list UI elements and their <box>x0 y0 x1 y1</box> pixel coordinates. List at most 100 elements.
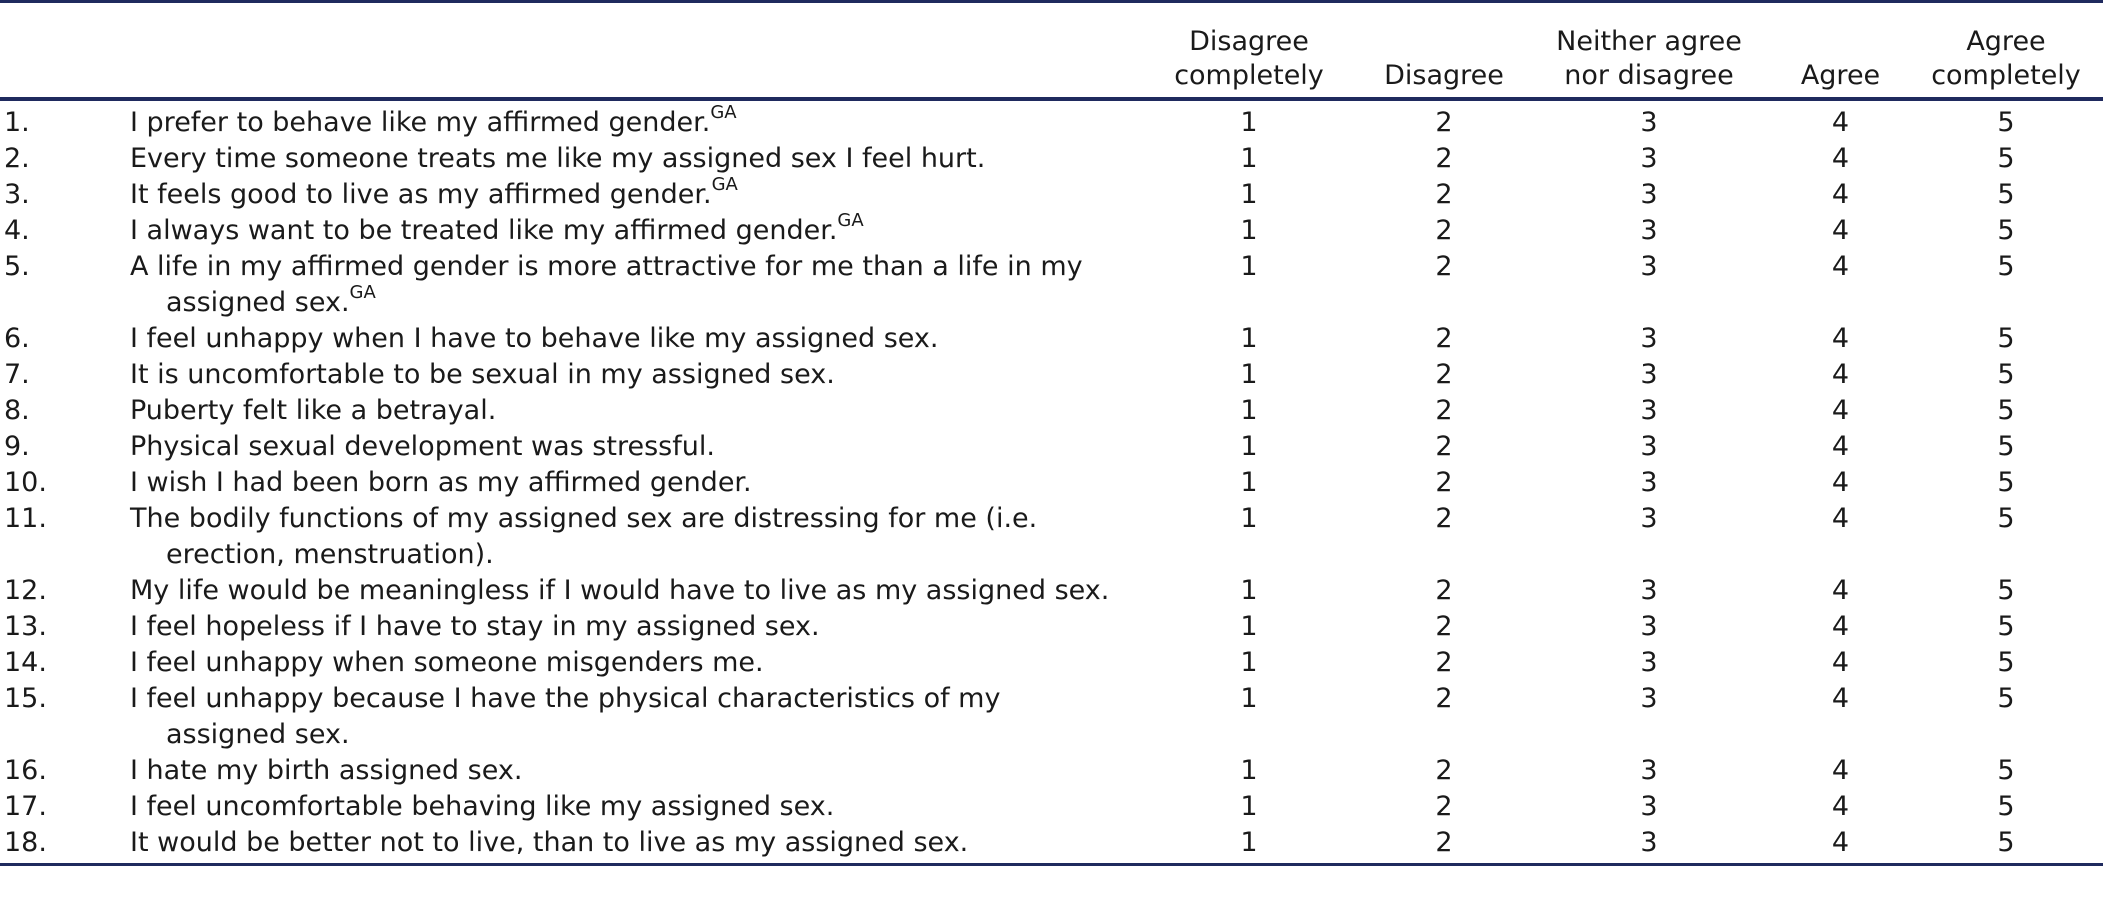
rating-disagree: 2 <box>1435 683 1453 714</box>
table-row: 9. Physical sexual development was stress… <box>0 429 2103 465</box>
rating-agree-completely: 5 <box>1997 683 2015 714</box>
item-statement: I prefer to behave like my affirmed gend… <box>130 99 1136 141</box>
rating-disagree-completely: 1 <box>1240 323 1258 354</box>
rating-neither: 3 <box>1640 791 1658 822</box>
item-statement: Puberty felt like a betrayal. <box>130 393 1136 429</box>
rating-disagree-completely: 1 <box>1240 827 1258 858</box>
item-text: Puberty felt like a betrayal. <box>130 395 497 426</box>
rating-agree: 4 <box>1831 143 1850 174</box>
rating-disagree: 2 <box>1435 647 1453 678</box>
table-row: 5. A life in my affirmed gender is more a… <box>0 249 2103 321</box>
table-row: 4. I always want to be treated like my af… <box>0 212 2103 249</box>
item-text: I prefer to behave like my affirmed gend… <box>130 107 711 138</box>
header-agree: Agree <box>1800 60 1881 91</box>
item-text: I feel unhappy when someone misgenders m… <box>130 647 764 678</box>
item-text: I feel hopeless if I have to stay in my … <box>130 611 820 642</box>
rating-neither: 3 <box>1640 251 1658 282</box>
item-text: The bodily functions of my assigned sex … <box>130 503 1038 534</box>
item-statement: It would be better not to live, than to … <box>130 825 1136 865</box>
item-statement: I feel hopeless if I have to stay in my … <box>130 609 1136 645</box>
rating-disagree-completely: 1 <box>1240 683 1258 714</box>
rating-neither: 3 <box>1640 107 1658 138</box>
rating-agree-completely: 5 <box>1997 467 2015 498</box>
rating-disagree: 2 <box>1435 359 1453 390</box>
rating-agree-completely: 5 <box>1997 755 2015 786</box>
rating-disagree-completely: 1 <box>1240 647 1258 678</box>
item-number: 10. <box>4 467 47 498</box>
rating-agree: 4 <box>1831 503 1850 534</box>
rating-disagree-completely: 1 <box>1240 179 1258 210</box>
item-number: 4. <box>4 215 30 246</box>
rating-agree: 4 <box>1831 179 1850 210</box>
table-row: 15. I feel unhappy because I have the phy… <box>0 681 2103 753</box>
header-agree-completely-line2: completely <box>1931 60 2081 91</box>
rating-disagree: 2 <box>1435 431 1453 462</box>
header-number <box>0 3 130 99</box>
header-disagree-completely: Disagree completely <box>1136 3 1362 99</box>
rating-agree: 4 <box>1831 395 1850 426</box>
rating-agree-completely: 5 <box>1997 611 2015 642</box>
item-number: 6. <box>4 323 30 354</box>
item-number: 1. <box>4 107 30 138</box>
item-statement: A life in my affirmed gender is more att… <box>130 249 1136 321</box>
rating-agree-completely: 5 <box>1997 791 2015 822</box>
table-row: 2. Every time someone treats me like my a… <box>0 141 2103 177</box>
rating-neither: 3 <box>1640 503 1658 534</box>
gender-affirmation-marker: GA <box>711 174 738 195</box>
item-text-continued: assigned sex. <box>130 717 1136 753</box>
rating-disagree: 2 <box>1435 467 1453 498</box>
rating-agree-completely: 5 <box>1997 503 2015 534</box>
rating-neither: 3 <box>1640 611 1658 642</box>
rating-disagree: 2 <box>1435 575 1453 606</box>
item-statement: I feel uncomfortable behaving like my as… <box>130 789 1136 825</box>
item-statement: I feel unhappy when I have to behave lik… <box>130 321 1136 357</box>
rating-disagree-completely: 1 <box>1240 431 1258 462</box>
rating-agree: 4 <box>1831 647 1850 678</box>
rating-agree-completely: 5 <box>1997 143 2015 174</box>
rating-disagree-completely: 1 <box>1240 791 1258 822</box>
rating-disagree: 2 <box>1435 611 1453 642</box>
item-statement: I hate my birth assigned sex. <box>130 753 1136 789</box>
rating-agree-completely: 5 <box>1997 359 2015 390</box>
item-text-continued-text: assigned sex. <box>166 287 350 318</box>
item-statement: Physical sexual development was stressfu… <box>130 429 1136 465</box>
item-text: Physical sexual development was stressfu… <box>130 431 715 462</box>
header-agree-completely-line1: Agree <box>1966 26 2046 57</box>
rating-neither: 3 <box>1640 215 1658 246</box>
item-number: 7. <box>4 359 30 390</box>
item-text: I feel uncomfortable behaving like my as… <box>130 791 835 822</box>
item-text: It would be better not to live, than to … <box>130 827 969 858</box>
rating-agree-completely: 5 <box>1997 323 2015 354</box>
table-row: 1. I prefer to behave like my affirmed ge… <box>0 99 2103 141</box>
item-number: 15. <box>4 683 47 714</box>
table-row: 10. I wish I had been born as my affirmed… <box>0 465 2103 501</box>
rating-disagree: 2 <box>1435 755 1453 786</box>
item-text: A life in my affirmed gender is more att… <box>130 251 1083 282</box>
rating-disagree-completely: 1 <box>1240 755 1258 786</box>
item-statement: It is uncomfortable to be sexual in my a… <box>130 357 1136 393</box>
rating-disagree: 2 <box>1435 791 1453 822</box>
header-disagree-completely-line2: completely <box>1174 60 1324 91</box>
header-agree-completely: Agree completely <box>1909 3 2103 99</box>
item-number: 11. <box>4 503 47 534</box>
rating-disagree: 2 <box>1435 323 1453 354</box>
rating-disagree: 2 <box>1435 143 1453 174</box>
rating-neither: 3 <box>1640 755 1658 786</box>
rating-disagree: 2 <box>1435 395 1453 426</box>
header-neither: Neither agree nor disagree <box>1526 3 1772 99</box>
table-row: 17. I feel uncomfortable behaving like my… <box>0 789 2103 825</box>
rating-neither: 3 <box>1640 827 1658 858</box>
table-row: 13. I feel hopeless if I have to stay in … <box>0 609 2103 645</box>
rating-agree: 4 <box>1831 107 1850 138</box>
rating-agree-completely: 5 <box>1997 575 2015 606</box>
header-row: Disagree completely Disagree Neither agr… <box>0 3 2103 99</box>
item-statement: I wish I had been born as my affirmed ge… <box>130 465 1136 501</box>
item-text: My life would be meaningless if I would … <box>130 575 1110 606</box>
rating-agree: 4 <box>1831 323 1850 354</box>
item-number: 16. <box>4 755 47 786</box>
rating-agree: 4 <box>1831 215 1850 246</box>
item-number: 2. <box>4 143 30 174</box>
top-rule <box>0 0 2103 4</box>
rating-agree-completely: 5 <box>1997 251 2015 282</box>
